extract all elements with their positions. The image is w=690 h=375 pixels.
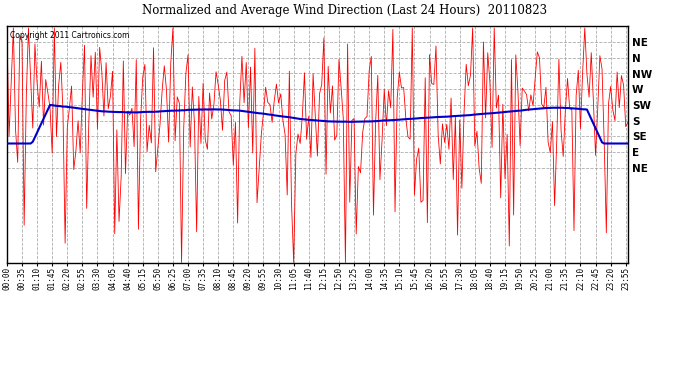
Text: Normalized and Average Wind Direction (Last 24 Hours)  20110823: Normalized and Average Wind Direction (L… [142, 4, 548, 17]
Text: Copyright 2011 Cartronics.com: Copyright 2011 Cartronics.com [10, 31, 130, 40]
